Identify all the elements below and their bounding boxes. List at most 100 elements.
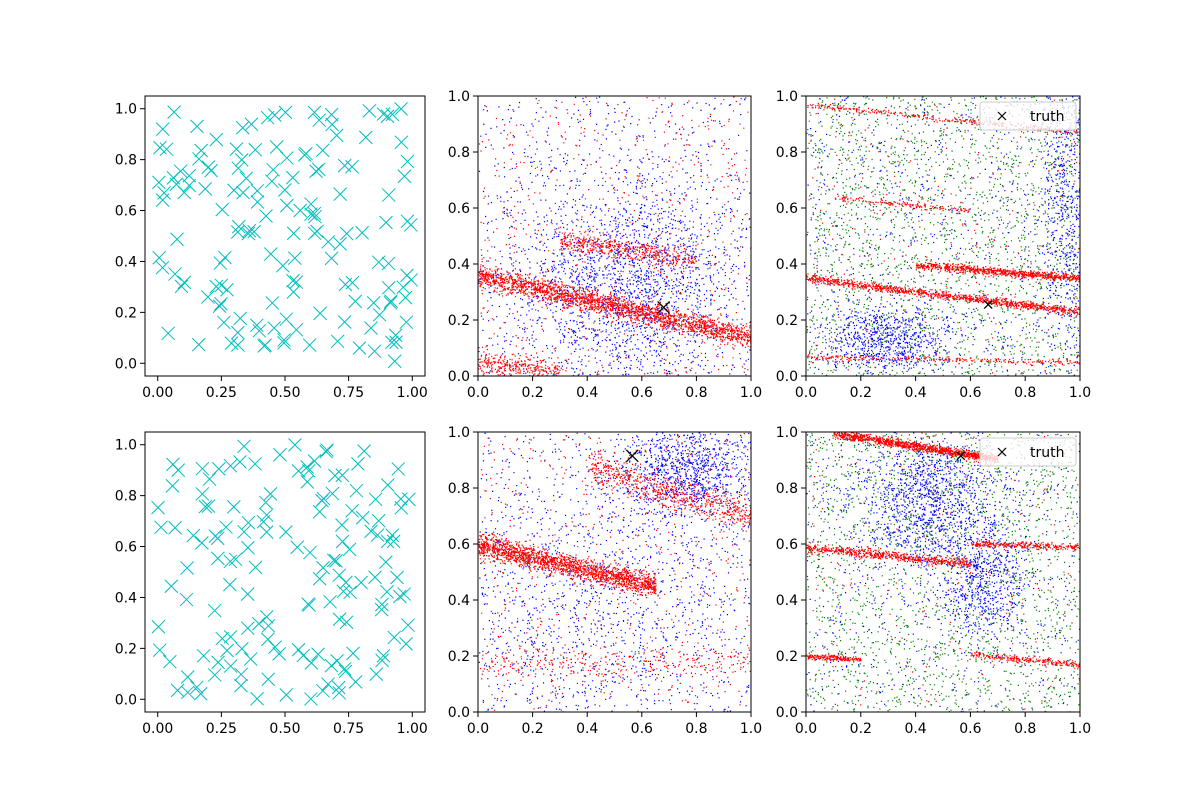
- scatter-marker: [182, 178, 197, 193]
- scatter-marker: [231, 219, 246, 234]
- y-tick-label: 1.0: [448, 89, 470, 105]
- scatter-marker: [286, 226, 301, 241]
- x-tick-label: 0.25: [206, 385, 237, 401]
- scatter-marker: [388, 328, 403, 343]
- scatter-marker: [231, 338, 245, 352]
- x-tick-label: 0.00: [142, 385, 173, 401]
- scatter-marker: [310, 224, 324, 239]
- scatter-marker: [333, 187, 348, 202]
- legend-label-truth: truth: [1030, 445, 1064, 461]
- x-tick-label: 1.0: [1069, 721, 1091, 737]
- scatter-marker: [323, 594, 337, 609]
- scatter-marker: [235, 641, 249, 656]
- scatter-marker: [217, 315, 231, 330]
- scatter-marker: [207, 668, 222, 682]
- scatter-marker: [220, 282, 234, 297]
- plot-area: [806, 96, 1080, 376]
- scatter-marker: [355, 225, 369, 240]
- y-tick-label: 0.6: [776, 537, 798, 553]
- scatter-marker: [345, 159, 359, 174]
- scatter-marker: [381, 280, 396, 295]
- scatter-marker: [304, 656, 319, 670]
- scatter-marker: [345, 275, 360, 290]
- scatter-marker: [277, 333, 291, 347]
- scatter-marker: [372, 307, 387, 322]
- scatter-marker: [335, 534, 350, 549]
- x-tick-label: 1.00: [397, 385, 428, 401]
- scatter-marker: [329, 553, 343, 568]
- scatter-marker: [315, 143, 330, 158]
- scatter-marker: [391, 462, 406, 476]
- scatter-marker: [234, 667, 249, 682]
- scatter-marker: [235, 120, 250, 135]
- scatter-marker: [180, 685, 195, 700]
- y-tick-label: 1.0: [115, 438, 137, 454]
- scatter-marker: [328, 468, 342, 483]
- scatter-marker: [362, 104, 377, 118]
- scatter-marker: [213, 256, 228, 270]
- scatter-marker: [337, 315, 352, 329]
- x-tick-label: 0.0: [467, 721, 489, 737]
- scatter-marker: [223, 577, 237, 592]
- truth-marker: [956, 451, 966, 461]
- scatter-marker: [168, 267, 182, 281]
- scatter-marker: [332, 568, 347, 583]
- scatter-marker: [277, 183, 292, 197]
- plot-area: [806, 432, 1080, 712]
- axes-frame: [477, 431, 752, 713]
- scatter-marker: [247, 224, 261, 239]
- plot-area: [478, 432, 751, 712]
- scatter-marker: [177, 275, 192, 290]
- y-tick-label: 1.0: [115, 102, 137, 118]
- scatter-marker: [387, 630, 402, 645]
- scatter-marker: [346, 646, 360, 661]
- scatter-marker: [268, 640, 282, 655]
- scatter-marker: [234, 153, 249, 167]
- scatter-marker: [201, 160, 216, 175]
- scatter-marker: [198, 181, 213, 196]
- scatter-marker: [387, 354, 402, 369]
- scatter-marker: [349, 483, 364, 498]
- scatter-marker: [333, 237, 347, 251]
- red-points: [478, 432, 751, 712]
- scatter-marker: [386, 534, 401, 549]
- scatter-marker: [166, 171, 181, 185]
- scatter-marker: [385, 528, 400, 543]
- scatter-marker: [168, 520, 182, 535]
- scatter-marker: [248, 560, 263, 575]
- scatter-marker: [399, 315, 414, 330]
- scatter-marker: [207, 603, 222, 618]
- x-tick-label: 0.2: [850, 385, 872, 401]
- subplot-bottom-right: 0.0 0.2 0.4 0.6 0.8 1.0 0.0 0.2 0.4 0.6 0.8 1.0 trut…: [776, 425, 1091, 737]
- scatter-marker: [389, 335, 403, 350]
- scatter-marker: [290, 540, 305, 555]
- scatter-marker: [170, 232, 184, 247]
- scatter-marker: [324, 658, 339, 673]
- scatter-marker: [339, 226, 354, 241]
- y-tick-label: 0.6: [776, 201, 798, 217]
- scatter-marker: [195, 535, 209, 550]
- scatter-marker: [212, 299, 227, 314]
- scatter-marker: [289, 275, 304, 289]
- scatter-marker: [368, 570, 382, 585]
- scatter-marker: [259, 525, 274, 540]
- scatter-marker: [385, 335, 399, 350]
- scatter-marker: [162, 654, 177, 669]
- scatter-marker: [402, 492, 416, 507]
- scatter-marker: [343, 585, 358, 600]
- axes-frame: [805, 431, 1081, 713]
- legend-box: [979, 437, 1077, 467]
- scatter-marker: [223, 554, 238, 569]
- scatter-marker: [316, 683, 330, 698]
- scatter-marker: [265, 296, 280, 310]
- legend-box: [979, 101, 1077, 131]
- scatter-marker: [357, 444, 372, 458]
- x-tick-label: 0.4: [904, 385, 926, 401]
- scatter-marker: [293, 203, 308, 218]
- scatter-marker: [375, 653, 389, 668]
- x-tick-label: 0.0: [795, 721, 817, 737]
- scatter-marker: [399, 637, 413, 651]
- scatter-marker: [190, 119, 204, 134]
- scatter-marker: [380, 478, 395, 492]
